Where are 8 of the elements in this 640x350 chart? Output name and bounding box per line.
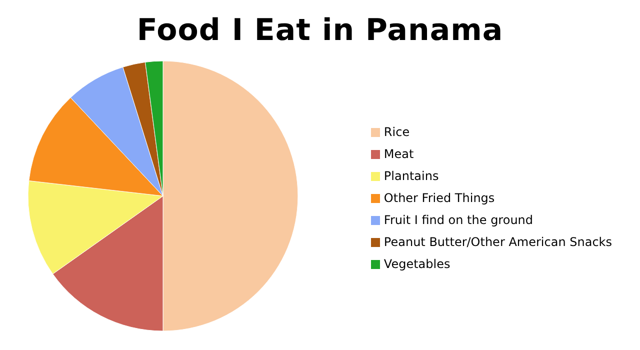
legend-label: Meat [384,147,414,161]
chart-title: Food I Eat in Panama [136,12,504,50]
legend-label: Plantains [384,169,439,183]
legend-label: Vegetables [384,257,450,271]
legend-label: Fruit I find on the ground [384,213,534,227]
legend-label: Peanut Butter/Other American Snacks [384,235,612,249]
legend-label: Other Fried Things [384,191,495,205]
legend-label: Rice [384,125,410,139]
